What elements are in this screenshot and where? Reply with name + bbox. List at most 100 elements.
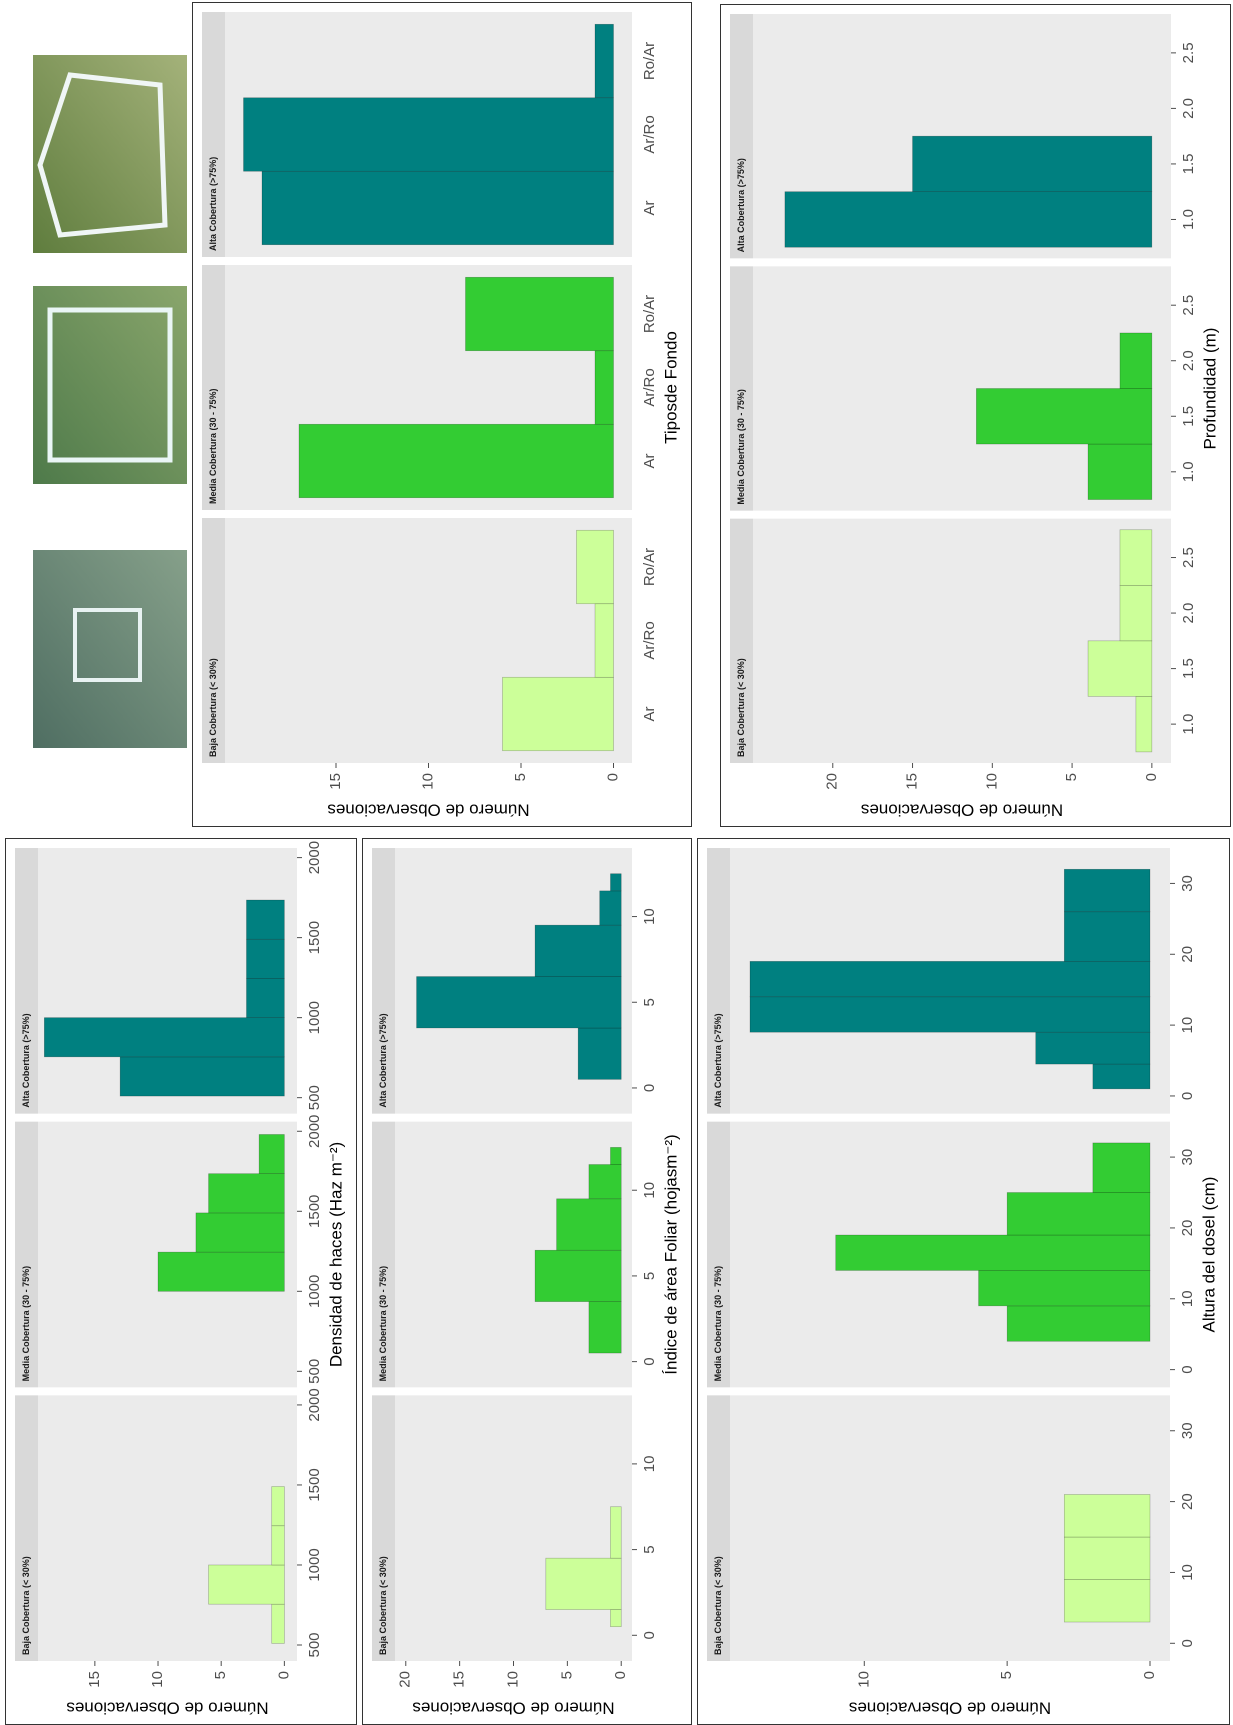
strip: [730, 266, 753, 511]
strip: [202, 265, 225, 510]
x-axis-title: Profundidad (m): [1200, 328, 1219, 450]
y-axis-title: Número de Observaciones: [412, 1699, 614, 1718]
x-axis-title: Tiposde Fondo: [661, 331, 680, 444]
strip-label: Alta Cobertura (>75%): [21, 1013, 31, 1107]
strip-label: Baja Cobertura (< 30%): [208, 658, 218, 757]
strip: [707, 1121, 730, 1388]
strip: [202, 12, 225, 257]
panel-border: [192, 2, 692, 827]
histogram-bar: [208, 1173, 285, 1214]
y-tick-label: 10: [504, 1671, 521, 1688]
strip: [707, 848, 730, 1114]
strip-label: Alta Cobertura (>75%): [713, 1013, 723, 1107]
strip-label: Media Cobertura (30 - 75%): [713, 1266, 723, 1382]
plot-background: [730, 1395, 1170, 1661]
x-tick-label: 0: [1179, 1092, 1196, 1100]
histogram-bar: [1063, 1579, 1151, 1623]
strip-label: Alta Cobertura (>75%): [378, 1013, 388, 1107]
histogram-bar: [610, 1147, 622, 1165]
bar: [243, 97, 614, 172]
bar: [576, 529, 614, 605]
bar: [465, 276, 614, 352]
x-tick-label: Ar: [641, 706, 658, 721]
strip-label: Baja Cobertura (< 30%): [713, 1556, 723, 1655]
x-tick-label: 5: [641, 998, 658, 1006]
quadrat: [47, 307, 173, 463]
histogram-bar: [610, 873, 622, 892]
x-tick-label: Ar/Ro: [641, 621, 658, 659]
x-tick-label: 2000: [306, 1388, 323, 1421]
y-tick-label: 10: [983, 773, 1000, 790]
x-tick-label: 30: [1179, 875, 1196, 892]
histogram-bar: [416, 976, 622, 1029]
y-tick-label: 10: [149, 1671, 166, 1688]
y-tick-label: 15: [327, 773, 344, 790]
x-tick-label: Ro/Ar: [641, 548, 658, 586]
y-tick-label: 10: [855, 1671, 872, 1688]
histogram-bar: [1063, 868, 1151, 913]
panel-border: [720, 4, 1231, 827]
strip: [730, 518, 753, 763]
histogram-bar: [246, 938, 285, 979]
x-tick-label: 20: [1179, 946, 1196, 963]
x-tick-label: 30: [1179, 1422, 1196, 1439]
x-tick-label: 10: [641, 1456, 658, 1473]
photo: [33, 286, 187, 484]
x-tick-label: 2.5: [1180, 42, 1197, 63]
strip-label: Media Cobertura (30 - 75%): [208, 388, 218, 504]
x-tick-label: 500: [306, 1085, 323, 1110]
y-axis-title: Número de Observaciones: [327, 801, 529, 820]
x-tick-label: 1500: [306, 921, 323, 954]
strip-label: Alta Cobertura (>75%): [208, 157, 218, 251]
rotated-figure: Número de Observaciones Densidad de haces…: [5, 2, 1231, 1725]
x-tick-label: 1500: [306, 1195, 323, 1228]
quadrat: [37, 72, 168, 238]
histogram-bar: [1119, 332, 1153, 389]
y-tick-label: 5: [1063, 773, 1080, 781]
histogram-bar: [912, 135, 1153, 192]
histogram-bar: [1092, 1142, 1151, 1193]
x-tick-label: 1000: [306, 1001, 323, 1034]
x-tick-label: 1.5: [1180, 154, 1197, 175]
x-tick-label: 30: [1179, 1149, 1196, 1166]
x-tick-label: 10: [1179, 1017, 1196, 1034]
x-tick-label: 2.5: [1180, 547, 1197, 568]
x-tick-label: 10: [641, 908, 658, 925]
histogram-bar: [749, 961, 1151, 998]
photo-background: [33, 55, 187, 253]
x-tick-label: 0: [1179, 1365, 1196, 1373]
histogram-bar: [610, 1506, 622, 1559]
x-tick-label: Ar/Ro: [641, 368, 658, 406]
x-tick-label: 10: [1179, 1564, 1196, 1581]
histogram-bar: [534, 1249, 622, 1302]
x-tick-label: 2.0: [1180, 603, 1197, 624]
histogram-bar: [610, 1609, 622, 1628]
x-tick-label: 1000: [306, 1548, 323, 1581]
strip-label: Media Cobertura (30 - 75%): [736, 389, 746, 505]
y-tick-label: 15: [451, 1671, 468, 1688]
x-tick-label: Ro/Ar: [641, 42, 658, 80]
histogram-bar: [1063, 1536, 1151, 1580]
histogram-bar: [44, 1017, 285, 1058]
y-tick-label: 0: [1141, 1671, 1158, 1679]
y-axis-title: Número de Observaciones: [66, 1699, 268, 1718]
strip-label: Baja Cobertura (< 30%): [378, 1556, 388, 1655]
y-axis-title: Número de Observaciones: [849, 1699, 1051, 1718]
photo: [33, 550, 187, 748]
strip: [202, 518, 225, 763]
x-tick-label: 500: [306, 1359, 323, 1384]
histogram-bar: [1135, 696, 1153, 753]
x-tick-label: 10: [641, 1182, 658, 1199]
x-tick-label: 10: [1179, 1290, 1196, 1307]
y-axis-title: Número de Observaciones: [861, 801, 1063, 820]
y-tick-label: 10: [419, 773, 436, 790]
bar: [594, 23, 614, 99]
histogram-bar: [258, 1134, 285, 1174]
y-tick-label: 5: [558, 1671, 575, 1679]
histogram-bar: [157, 1251, 285, 1292]
histogram-bar: [976, 388, 1153, 445]
strip: [15, 848, 38, 1114]
x-axis-title: Altura del dosel (cm): [1199, 1177, 1218, 1333]
